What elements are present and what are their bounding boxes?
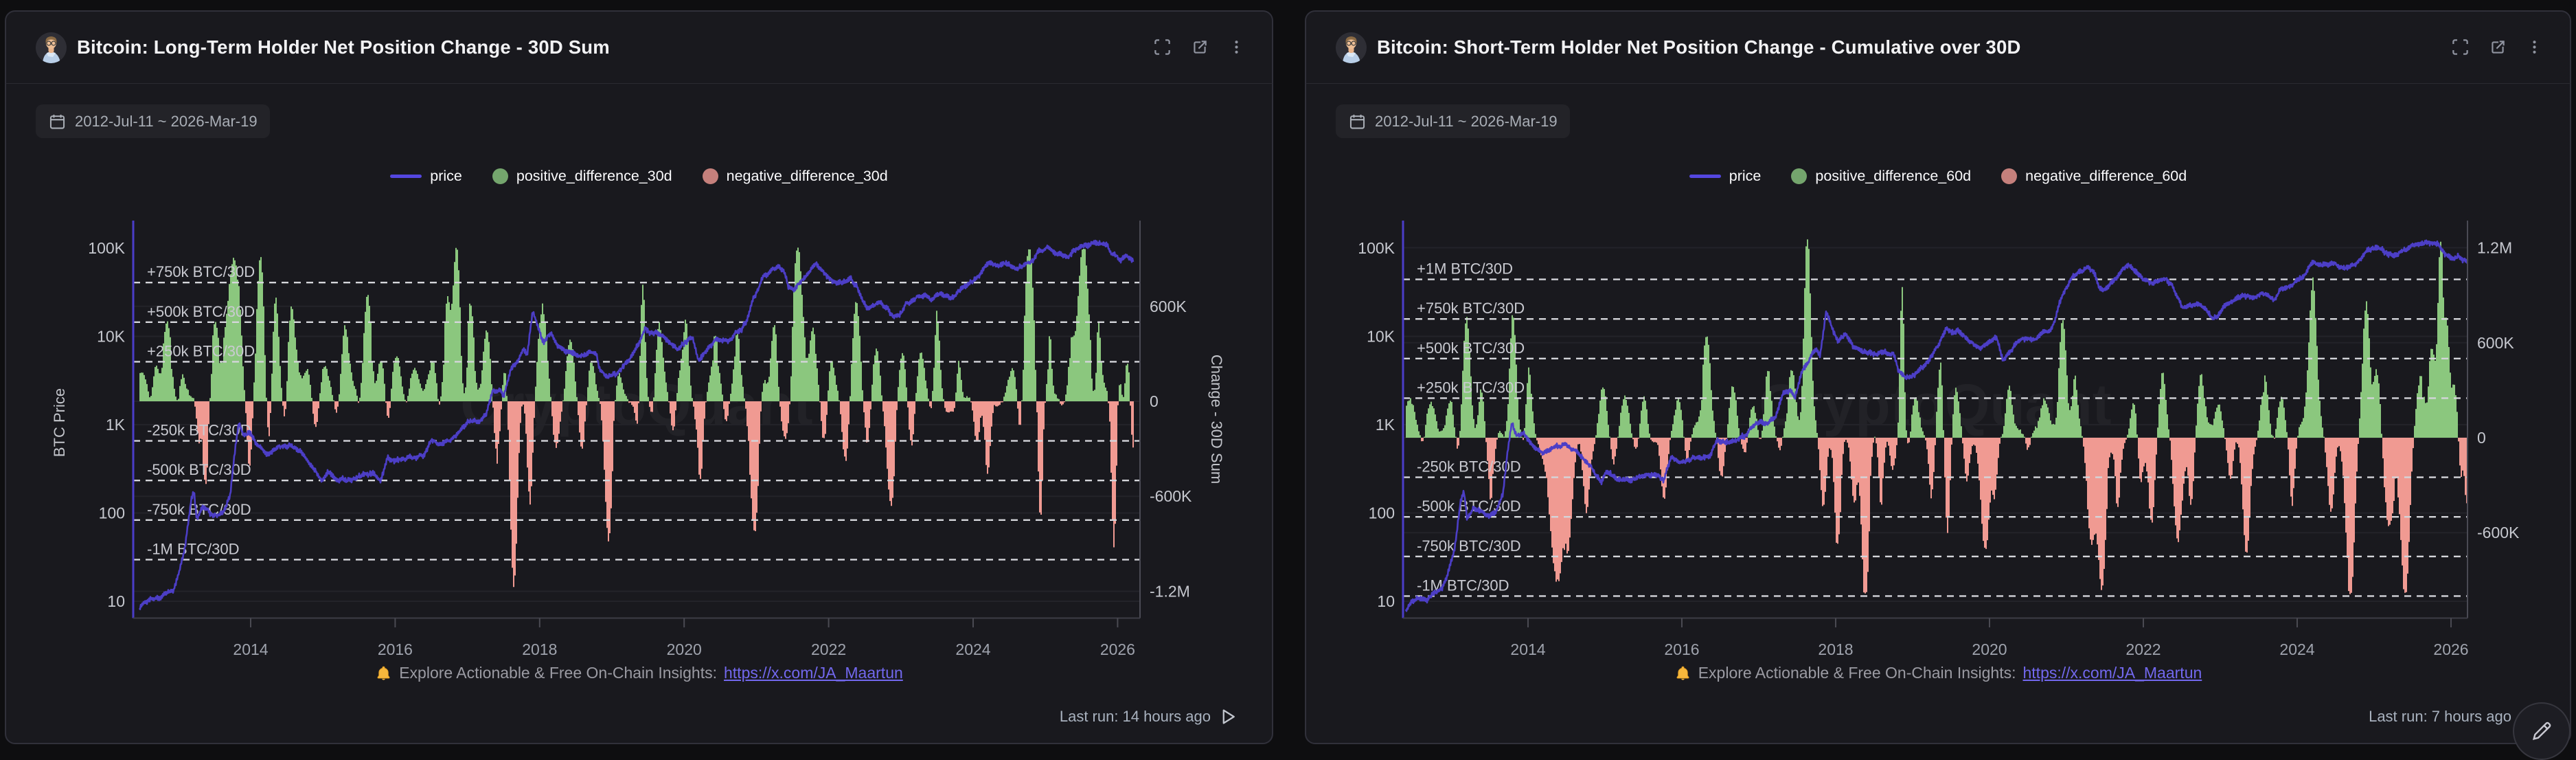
svg-text:-1.2M: -1.2M: [1150, 583, 1190, 601]
svg-text:1K: 1K: [106, 416, 126, 434]
svg-text:+750k BTC/30D: +750k BTC/30D: [147, 263, 255, 280]
svg-text:2014: 2014: [233, 640, 268, 658]
svg-text:100: 100: [99, 504, 125, 522]
svg-text:-600K: -600K: [1150, 487, 1192, 505]
svg-text:+1M BTC/30D: +1M BTC/30D: [1417, 260, 1513, 278]
svg-text:-600K: -600K: [2477, 524, 2520, 541]
svg-text:-250k BTC/30D: -250k BTC/30D: [147, 422, 251, 439]
svg-text:-750k BTC/30D: -750k BTC/30D: [1417, 537, 1521, 555]
svg-text:Change - 30D Sum: Change - 30D Sum: [1208, 355, 1225, 484]
svg-text:-1M BTC/30D: -1M BTC/30D: [1417, 577, 1509, 594]
svg-text:2018: 2018: [1818, 640, 1853, 658]
svg-text:+500k BTC/30D: +500k BTC/30D: [147, 303, 255, 320]
svg-text:600K: 600K: [2477, 334, 2514, 352]
svg-text:2020: 2020: [667, 640, 702, 658]
svg-text:10K: 10K: [1367, 328, 1395, 346]
svg-text:10: 10: [1377, 592, 1395, 610]
svg-text:+250k BTC/30D: +250k BTC/30D: [147, 342, 255, 359]
svg-text:1.2M: 1.2M: [2477, 239, 2512, 257]
svg-text:10K: 10K: [97, 328, 126, 346]
svg-text:+750k BTC/30D: +750k BTC/30D: [1417, 300, 1525, 317]
svg-text:2024: 2024: [2279, 640, 2314, 658]
svg-text:100K: 100K: [88, 239, 125, 257]
svg-text:BTC Price: BTC Price: [51, 388, 68, 457]
svg-text:2014: 2014: [1510, 640, 1545, 658]
svg-text:2026: 2026: [1100, 640, 1135, 658]
svg-text:2020: 2020: [1972, 640, 2007, 658]
svg-text:2016: 2016: [378, 640, 413, 658]
svg-text:0: 0: [2477, 429, 2486, 447]
svg-text:2022: 2022: [2125, 640, 2161, 658]
svg-text:2024: 2024: [955, 640, 990, 658]
svg-text:10: 10: [107, 592, 125, 610]
svg-text:-500k BTC/30D: -500k BTC/30D: [147, 461, 251, 478]
svg-text:-500k BTC/30D: -500k BTC/30D: [1417, 498, 1521, 515]
svg-text:+500k BTC/30D: +500k BTC/30D: [1417, 339, 1525, 357]
svg-text:1K: 1K: [1376, 416, 1395, 434]
svg-text:2018: 2018: [522, 640, 557, 658]
svg-text:-1M BTC/30D: -1M BTC/30D: [147, 540, 239, 557]
svg-text:600K: 600K: [1150, 298, 1187, 315]
svg-text:0: 0: [1150, 392, 1159, 410]
svg-text:-250k BTC/30D: -250k BTC/30D: [1417, 458, 1521, 476]
svg-text:2026: 2026: [2433, 640, 2468, 658]
svg-text:100K: 100K: [1358, 239, 1395, 257]
svg-text:+250k BTC/30D: +250k BTC/30D: [1417, 379, 1525, 396]
svg-text:100: 100: [1369, 504, 1395, 522]
svg-text:2016: 2016: [1664, 640, 1699, 658]
svg-text:2022: 2022: [811, 640, 846, 658]
